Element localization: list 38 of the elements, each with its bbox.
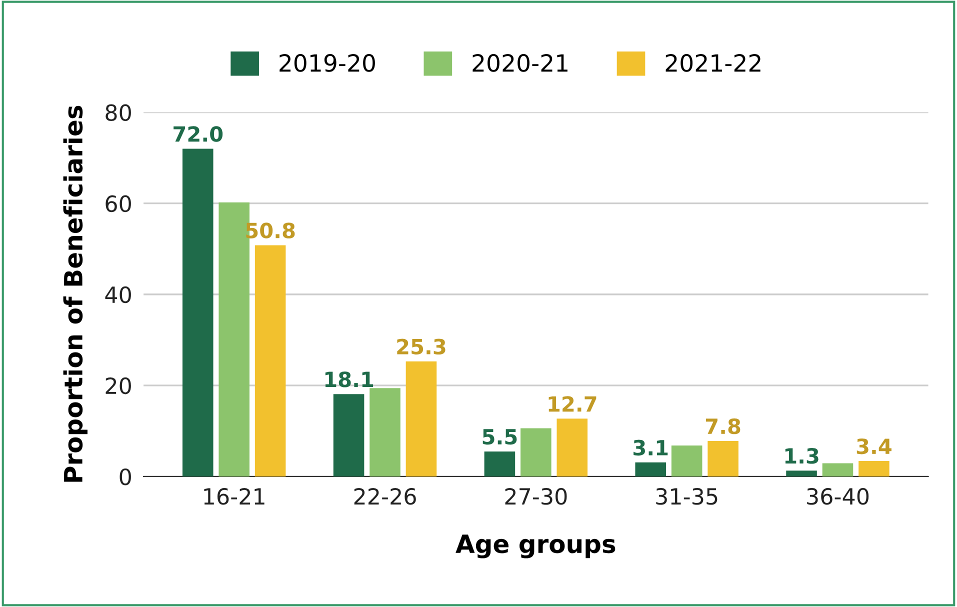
bar	[858, 461, 890, 476]
data-label: 5.5	[482, 429, 517, 445]
bar	[671, 446, 702, 476]
bar	[182, 148, 214, 476]
y-tick-label: 80	[106, 104, 131, 122]
x-axis-title: Age groups	[456, 534, 616, 558]
x-tick-label: 31-35	[656, 488, 718, 505]
x-tick-label: 22-26	[354, 488, 416, 505]
bar	[406, 361, 437, 476]
data-label: 3.1	[634, 440, 668, 456]
data-label: 12.7	[548, 396, 596, 412]
y-tick-label: 60	[106, 195, 131, 212]
bar	[333, 394, 364, 476]
bar	[254, 245, 286, 476]
bar	[635, 462, 666, 476]
bar	[708, 440, 738, 476]
data-label: 72.0	[174, 126, 223, 142]
y-tick-label: 40	[105, 286, 131, 304]
y-axis-title: Proportion of Beneficiaries	[63, 106, 88, 482]
legend-label: 2020-21	[472, 54, 568, 72]
bar	[786, 470, 817, 476]
legend-label: 2019-20	[280, 54, 375, 72]
legend-label: 2021-22	[666, 54, 760, 72]
x-tick-label: 16-21	[204, 488, 264, 505]
bar	[370, 388, 400, 476]
x-tick-label: 36-40	[807, 488, 869, 505]
y-tick-label: 0	[120, 468, 131, 486]
bar	[484, 451, 516, 476]
bar	[556, 418, 588, 476]
data-label: 18.1	[325, 372, 374, 388]
data-label: 7.8	[706, 418, 740, 434]
data-label: 3.4	[856, 438, 892, 454]
bar	[520, 428, 552, 476]
y-tick-label: 20	[106, 377, 131, 394]
x-tick-label: 27-30	[505, 488, 567, 505]
data-label: 25.3	[397, 338, 446, 355]
data-label: 1.3	[785, 448, 818, 464]
bar	[822, 463, 854, 476]
